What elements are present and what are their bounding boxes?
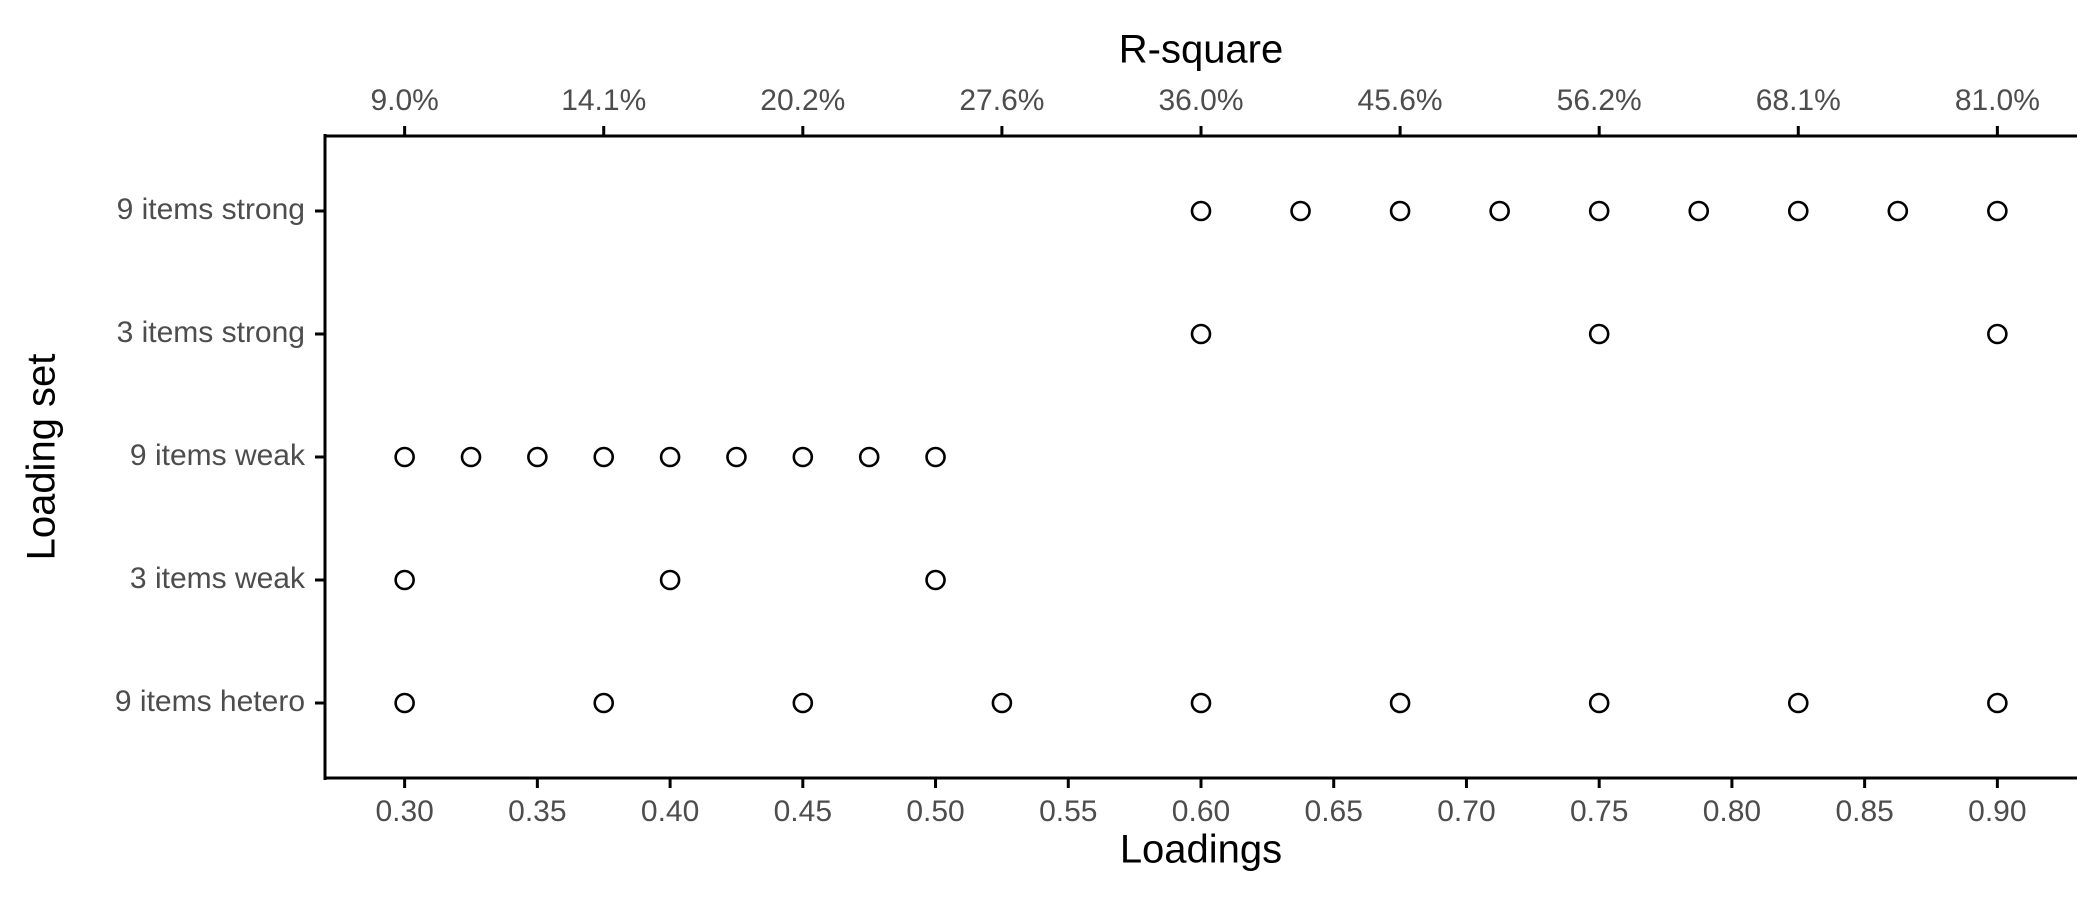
x-tick-label: 0.30	[375, 795, 433, 828]
point	[1489, 200, 1510, 222]
x2-tick-label: 9.0%	[370, 84, 438, 117]
y-tick-label: 9 items weak	[130, 439, 306, 472]
x2-tick-label: 56.2%	[1557, 84, 1642, 117]
x-tick-label: 0.65	[1305, 795, 1363, 828]
point	[1987, 323, 2008, 345]
point	[394, 569, 415, 591]
x2-tick-label: 20.2%	[760, 84, 845, 117]
y-tick-label: 9 items hetero	[115, 685, 305, 718]
y-tick-label: 3 items weak	[130, 562, 306, 595]
x-tick-label: 0.85	[1835, 795, 1893, 828]
point	[1588, 323, 1610, 345]
point	[1290, 200, 1311, 222]
point	[792, 446, 814, 468]
x2-axis-label: R-square	[1119, 28, 1284, 72]
x2-tick-label: 14.1%	[561, 84, 646, 117]
point	[1588, 692, 1610, 714]
point	[726, 446, 747, 468]
point	[460, 446, 482, 468]
point	[925, 569, 946, 591]
y-tick-label: 3 items strong	[117, 316, 305, 349]
x2-tick-label: 45.6%	[1358, 84, 1443, 117]
point	[593, 692, 615, 714]
point	[1588, 200, 1610, 222]
point	[1190, 200, 1212, 222]
point	[1987, 200, 2008, 222]
x-tick-label: 0.60	[1172, 795, 1230, 828]
point	[1887, 200, 1909, 222]
x-tick-label: 0.35	[508, 795, 566, 828]
x-tick-label: 0.75	[1570, 795, 1628, 828]
point	[925, 446, 946, 468]
point	[1190, 323, 1212, 345]
x2-tick-label: 81.0%	[1955, 84, 2040, 117]
point	[659, 446, 681, 468]
point	[1389, 692, 1411, 714]
point	[593, 446, 615, 468]
x-tick-label: 0.40	[641, 795, 699, 828]
point	[1787, 692, 1809, 714]
y-tick-label: 9 items strong	[117, 193, 305, 226]
point	[394, 446, 415, 468]
point	[394, 692, 415, 714]
point	[1190, 692, 1212, 714]
point	[1987, 692, 2008, 714]
x-tick-label: 0.55	[1039, 795, 1097, 828]
x-axis-label: Loadings	[1120, 828, 1282, 872]
x-tick-label: 0.50	[906, 795, 964, 828]
x-tick-label: 0.80	[1703, 795, 1761, 828]
y-axis-label: Loading set	[20, 354, 64, 561]
x-tick-label: 0.70	[1437, 795, 1495, 828]
point	[1688, 200, 1710, 222]
point	[792, 692, 814, 714]
point	[1787, 200, 1809, 222]
x-tick-label: 0.45	[774, 795, 832, 828]
x2-tick-label: 36.0%	[1158, 84, 1243, 117]
x2-tick-label: 68.1%	[1756, 84, 1841, 117]
point	[1389, 200, 1411, 222]
point	[659, 569, 681, 591]
x-tick-label: 0.90	[1968, 795, 2026, 828]
point	[527, 446, 548, 468]
x2-tick-label: 27.6%	[959, 84, 1044, 117]
point	[858, 446, 880, 468]
point	[991, 692, 1013, 714]
